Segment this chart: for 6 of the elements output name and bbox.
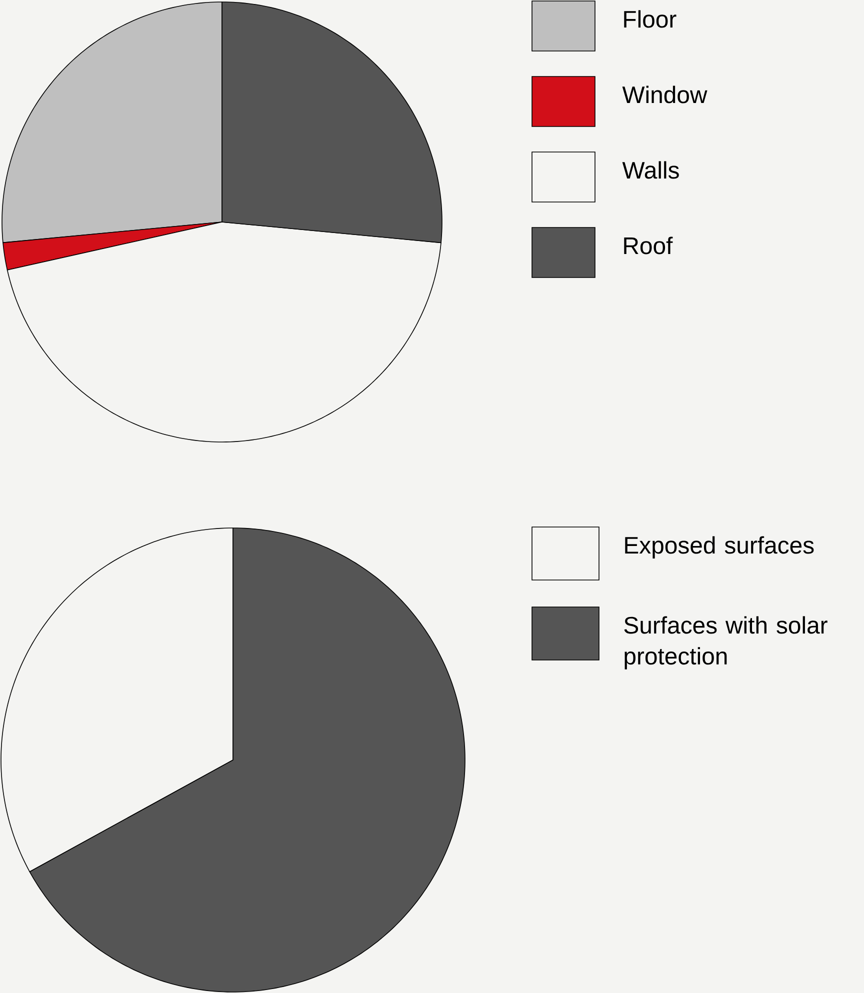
- legend-label: Floor: [624, 10, 676, 28]
- legend-label: Exposed surfaces: [625, 536, 814, 558]
- legend-label: Walls: [622, 161, 679, 179]
- legend-label: Window: [622, 86, 708, 104]
- legend-label: Roof: [624, 236, 673, 254]
- legend-label: Surfaces with solar protection: [624, 616, 828, 670]
